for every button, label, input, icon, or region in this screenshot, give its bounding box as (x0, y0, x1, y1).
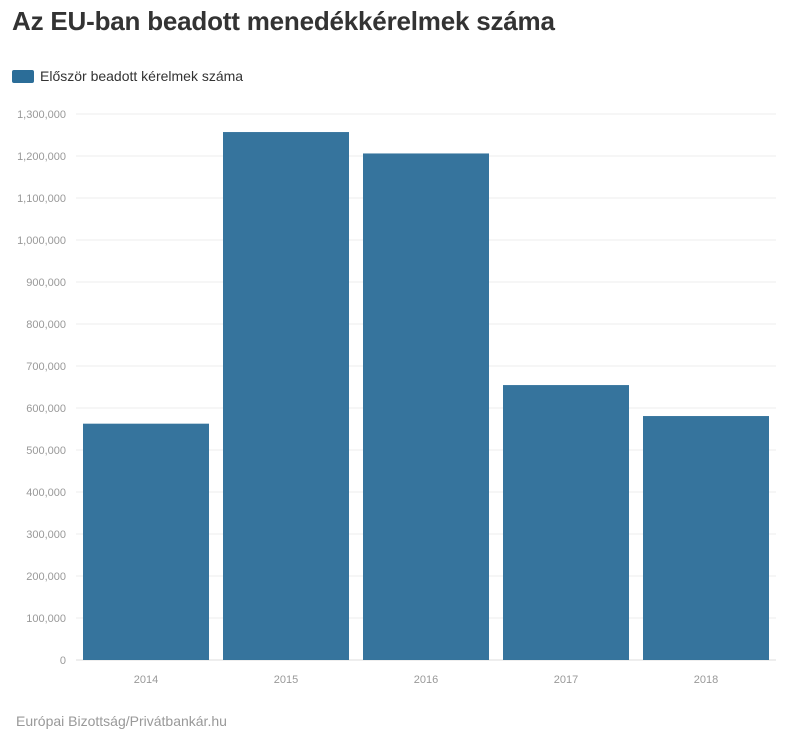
legend: Először beadott kérelmek száma (12, 68, 243, 84)
y-tick-label: 300,000 (26, 529, 66, 541)
y-tick-label: 1,000,000 (17, 235, 66, 247)
bar-2017[interactable] (503, 385, 629, 660)
legend-swatch (12, 69, 34, 83)
x-axis: 2014 2015 2016 2017 2018 (134, 674, 718, 686)
source-note: Európai Bizottság/Privátbankár.hu (16, 713, 227, 729)
y-tick-label: 1,100,000 (17, 193, 66, 205)
bar-2018[interactable] (643, 416, 769, 660)
legend-label: Először beadott kérelmek száma (40, 68, 244, 84)
y-tick-label: 1,300,000 (17, 109, 66, 121)
y-tick-label: 400,000 (26, 487, 66, 499)
y-axis: 0 100,000 200,000 300,000 400,000 500,000 600,… (17, 109, 66, 667)
y-tick-label: 200,000 (26, 571, 66, 583)
y-tick-label: 600,000 (26, 403, 66, 415)
y-tick-label: 500,000 (26, 445, 66, 457)
y-tick-label: 1,200,000 (17, 151, 66, 163)
bars (83, 132, 769, 661)
x-tick-label: 2015 (274, 674, 298, 686)
y-tick-label: 700,000 (26, 361, 66, 373)
chart-title: Az EU-ban beadott menedékkérelmek száma (12, 6, 555, 36)
bar-2014[interactable] (83, 423, 209, 660)
bar-2015[interactable] (223, 132, 349, 661)
y-tick-label: 100,000 (26, 613, 66, 625)
x-tick-label: 2016 (414, 674, 438, 686)
y-tick-label: 0 (60, 655, 66, 667)
y-tick-label: 800,000 (26, 319, 66, 331)
x-tick-label: 2014 (134, 674, 158, 686)
y-tick-label: 900,000 (26, 277, 66, 289)
x-tick-label: 2018 (694, 674, 718, 686)
x-tick-label: 2017 (554, 674, 578, 686)
bar-2016[interactable] (363, 153, 489, 660)
